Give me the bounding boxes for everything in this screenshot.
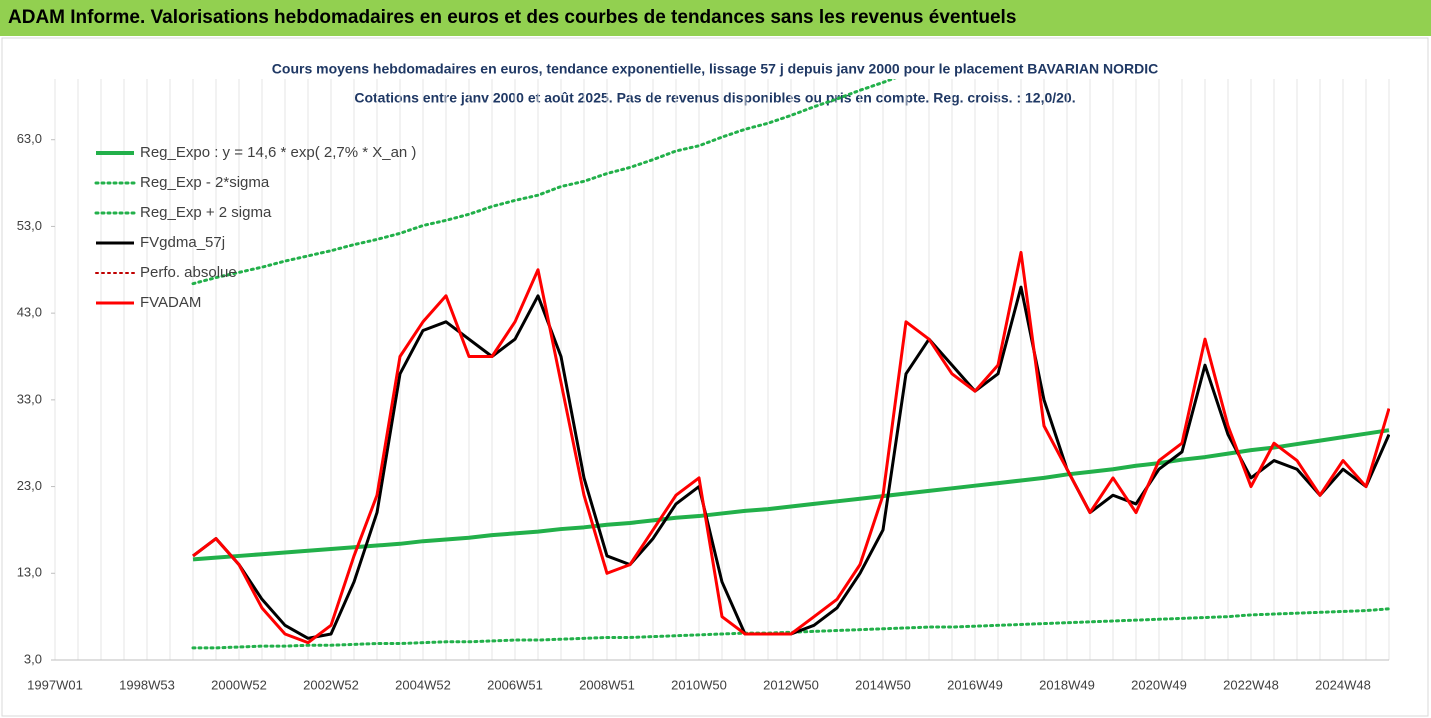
- y-tick-label: 63,0: [17, 131, 42, 146]
- series-line: [191, 79, 897, 286]
- series-line: [191, 607, 1390, 650]
- x-tick-label: 2010W50: [671, 677, 727, 692]
- y-tick-label: 43,0: [17, 305, 42, 320]
- x-tick-label: 2008W51: [579, 677, 635, 692]
- x-tick-label: 2014W50: [855, 677, 911, 692]
- y-tick-label: 23,0: [17, 478, 42, 493]
- subtitle: Cotations entre janv 2000 et août 2025. …: [354, 90, 1075, 106]
- series-line: [192, 250, 1390, 645]
- y-tick-label: 53,0: [17, 218, 42, 233]
- subtitle: Cours moyens hebdomadaires en euros, ten…: [272, 61, 1158, 77]
- series-line: [192, 428, 1390, 562]
- x-tick-label: 1998W53: [119, 677, 175, 692]
- y-tick-label: 13,0: [17, 565, 42, 580]
- legend-label: FVADAM: [140, 294, 201, 311]
- y-tick-label: 3,0: [24, 651, 42, 666]
- legend-label: Reg_Expo : y = 14,6 * exp( 2,7% * X_an ): [140, 144, 416, 161]
- x-tick-label: 2022W48: [1223, 677, 1279, 692]
- legend-label: FVgdma_57j: [140, 234, 225, 251]
- x-tick-label: 2012W50: [763, 677, 819, 692]
- chart-frame: [1, 37, 1429, 717]
- x-tick-label: 2016W49: [947, 677, 1003, 692]
- x-tick-label: 2020W49: [1131, 677, 1187, 692]
- x-tick-label: 1997W01: [27, 677, 83, 692]
- y-tick-label: 33,0: [17, 391, 42, 406]
- x-tick-label: 2002W52: [303, 677, 359, 692]
- x-tick-label: 2006W51: [487, 677, 543, 692]
- x-tick-label: 2024W48: [1315, 677, 1371, 692]
- legend-label: Reg_Exp - 2*sigma: [140, 174, 270, 191]
- legend-label: Reg_Exp + 2 sigma: [140, 204, 272, 221]
- page-title: ADAM Informe. Valorisations hebdomadaire…: [0, 0, 1431, 36]
- x-tick-label: 2004W52: [395, 677, 451, 692]
- x-tick-label: 2000W52: [211, 677, 267, 692]
- legend-label: Perfo. absolue: [140, 264, 237, 281]
- x-tick-label: 2018W49: [1039, 677, 1095, 692]
